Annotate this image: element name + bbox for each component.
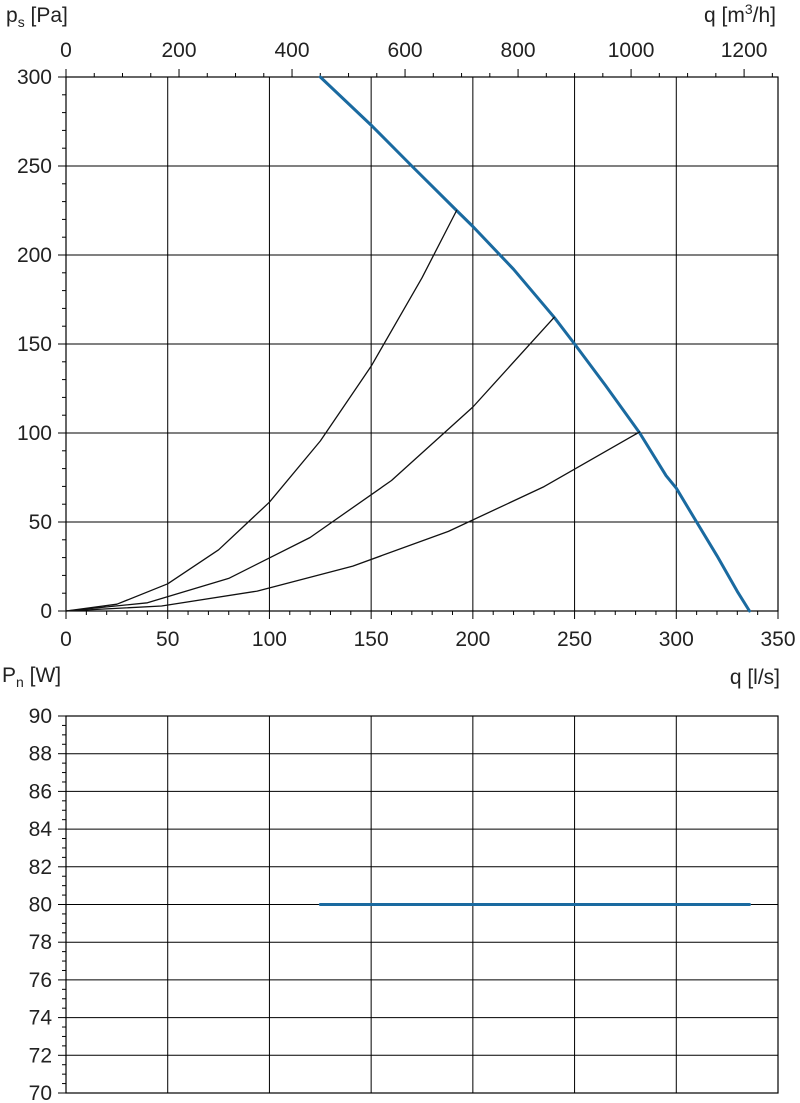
fan-curve-series — [318, 75, 751, 613]
y-tick-label: 250 — [17, 155, 52, 178]
x2-tick-label: 400 — [275, 39, 310, 62]
x2-tick-label: 0 — [60, 39, 72, 62]
airflow-ls-axis-title: q [l/s] — [730, 666, 780, 689]
y-tick-label: 80 — [29, 894, 52, 917]
plot-frame — [65, 76, 779, 612]
system-curve-series — [65, 316, 555, 612]
x-tick-label: 350 — [760, 628, 795, 651]
x2-tick-label: 200 — [161, 39, 196, 62]
x2-tick-label: 1200 — [721, 39, 768, 62]
y-tick-label: 82 — [29, 856, 52, 879]
y-tick-label: 0 — [40, 600, 52, 623]
y-tick-label: 84 — [29, 818, 53, 841]
y-tick-label: 300 — [17, 66, 52, 89]
y-tick-label: 100 — [17, 422, 52, 445]
power-axis-title: Pn [W] — [2, 664, 61, 690]
system-curve-series — [65, 209, 458, 612]
x-tick-label: 250 — [557, 628, 592, 651]
x-tick-label: 100 — [252, 628, 287, 651]
y-tick-label: 74 — [29, 1007, 53, 1030]
system-curve-series — [65, 431, 641, 612]
y-tick-label: 90 — [29, 705, 52, 728]
y-tick-label: 150 — [17, 333, 52, 356]
y-tick-label: 78 — [29, 931, 52, 954]
y-tick-label: 72 — [29, 1044, 52, 1067]
pressure-plot: 0 50 100 150 200 250 300 0 50 100 150 200 250 300 350 0… — [17, 39, 796, 651]
plot-frame — [65, 715, 779, 1094]
y-tick-label: 86 — [29, 780, 52, 803]
y-tick-label: 88 — [29, 743, 52, 766]
x2-tick-label: 800 — [501, 39, 536, 62]
y-tick-label: 70 — [29, 1082, 52, 1103]
x-tick-label: 300 — [659, 628, 694, 651]
x-tick-label: 0 — [60, 628, 72, 651]
x-tick-label: 200 — [455, 628, 490, 651]
power-plot: 70 72 74 76 78 80 82 84 86 88 90 — [29, 705, 779, 1103]
y-tick-label: 200 — [17, 244, 52, 267]
y-tick-label: 50 — [29, 511, 52, 534]
x2-tick-label: 1000 — [608, 39, 655, 62]
x-tick-label: 50 — [156, 628, 179, 651]
pressure-axis-title: ps [Pa] — [6, 4, 68, 30]
x-tick-label: 150 — [354, 628, 389, 651]
x2-tick-label: 600 — [388, 39, 423, 62]
y-tick-label: 76 — [29, 969, 52, 992]
airflow-m3h-axis-title: q [m3/h] — [704, 1, 776, 27]
